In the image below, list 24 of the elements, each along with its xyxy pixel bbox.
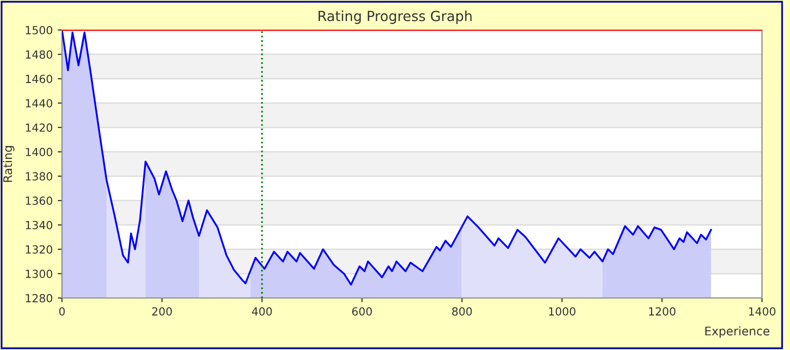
y-tick-label: 1320 — [26, 245, 52, 254]
y-tick-label: 1500 — [26, 26, 52, 34]
x-tick-label: 600 — [352, 307, 372, 316]
x-tick-label: 800 — [452, 307, 472, 316]
x-tick-label: 1000 — [549, 307, 576, 316]
x-tick-label: 1200 — [649, 307, 676, 316]
line-series — [62, 30, 712, 286]
x-tick-label: 1400 — [749, 307, 776, 316]
x-tick-label: 200 — [152, 307, 172, 316]
chart-title: Rating Progress Graph — [318, 10, 472, 24]
x-tick-label: 400 — [252, 307, 272, 316]
y-tick-label: 1380 — [26, 172, 52, 181]
x-tick-label: 0 — [59, 307, 65, 316]
y-tick-label: 1420 — [26, 123, 52, 132]
y-tick-label: 1400 — [26, 148, 52, 156]
x-axis-title: Experience — [705, 326, 770, 338]
y-tick-label: 1460 — [26, 74, 52, 84]
y-tick-label: 1360 — [26, 196, 52, 205]
y-tick-label: 1280 — [26, 294, 52, 302]
y-tick-label: 1340 — [26, 220, 52, 230]
y-tick-label: 1440 — [26, 99, 52, 108]
y-tick-label: 1480 — [26, 50, 52, 59]
y-axis-title: Rating — [2, 146, 14, 182]
y-tick-label: 1300 — [26, 270, 52, 278]
